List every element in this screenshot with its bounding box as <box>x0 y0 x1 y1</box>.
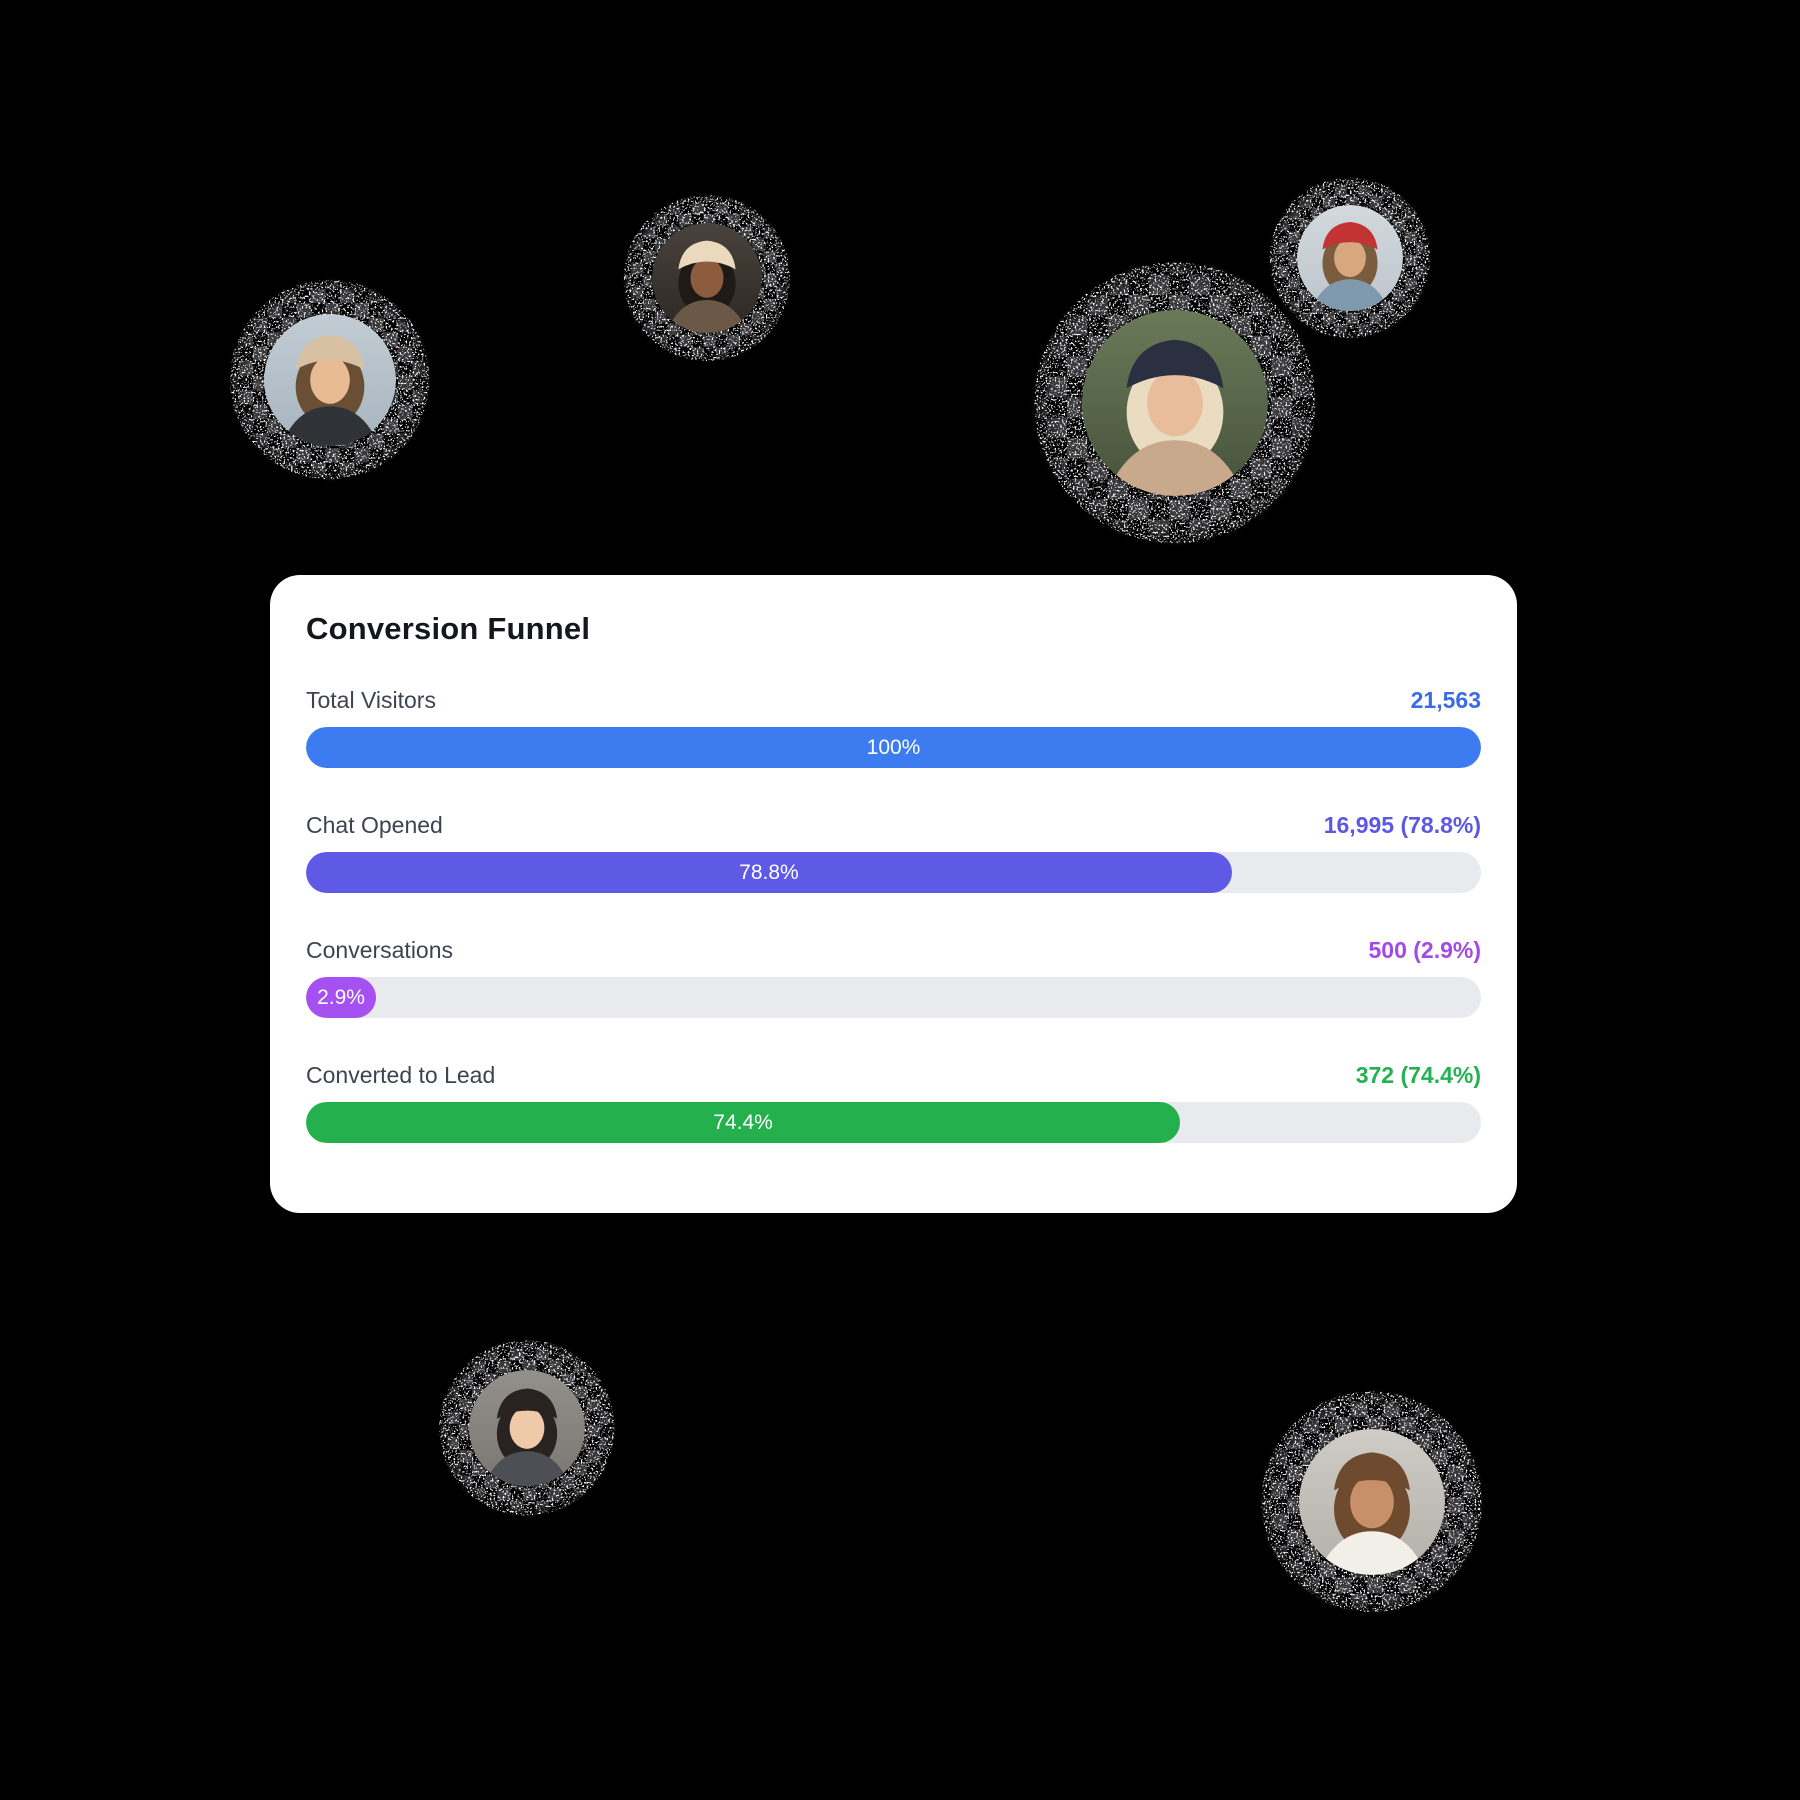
stage-label: Total Visitors <box>306 687 436 713</box>
row-head: Chat Opened 16,995 (78.8%) <box>306 812 1481 839</box>
face <box>1147 369 1203 437</box>
progress-percent-label: 2.9% <box>317 985 365 1009</box>
shoulders <box>1309 279 1391 311</box>
avatar-photo <box>468 1369 585 1486</box>
stage-label: Chat Opened <box>306 812 443 838</box>
face <box>1334 238 1366 278</box>
progress-percent-label: 78.8% <box>739 860 799 884</box>
shoulders <box>665 300 749 333</box>
progress-fill: 2.9% <box>306 977 376 1018</box>
progress-track: 78.8% <box>306 852 1481 893</box>
person-illustration <box>1081 309 1268 496</box>
face <box>690 258 724 298</box>
avatar-photo <box>1081 309 1268 496</box>
stage-value: 16,995 (78.8%) <box>1323 812 1481 838</box>
progress-percent-label: 74.4% <box>713 1110 773 1134</box>
stage-label: Converted to Lead <box>306 1062 496 1088</box>
progress-track: 74.4% <box>306 1102 1481 1143</box>
face <box>310 356 350 404</box>
funnel-row-conversations: Conversations 500 (2.9%) 2.9% <box>306 937 1481 1018</box>
person-illustration <box>468 1369 585 1486</box>
shoulders <box>1316 1531 1428 1575</box>
hat <box>496 1388 558 1419</box>
person-illustration <box>652 223 762 333</box>
woman-newsboy-cap-avatar <box>1026 254 1324 552</box>
progress-fill: 100% <box>306 727 1481 768</box>
person-illustration <box>263 313 396 446</box>
hat <box>295 335 365 370</box>
funnel-row-converted-to-lead: Converted to Lead 372 (74.4%) 74.4% <box>306 1062 1481 1143</box>
noise-speckle-ring <box>439 1340 615 1516</box>
hat <box>1322 221 1378 250</box>
stage-value: 21,563 <box>1410 687 1481 713</box>
hat <box>1334 1452 1410 1491</box>
hat <box>1126 339 1224 389</box>
stage-value: 372 (74.4%) <box>1355 1062 1481 1088</box>
stage-value: 500 (2.9%) <box>1368 937 1481 963</box>
progress-fill: 74.4% <box>306 1102 1181 1143</box>
hat <box>678 240 736 270</box>
face <box>509 1407 545 1449</box>
card-title: Conversion Funnel <box>306 611 591 646</box>
noise-speckle-ring <box>1034 262 1316 544</box>
noise-speckle-ring <box>623 194 791 362</box>
progress-track: 2.9% <box>306 977 1481 1018</box>
shoulders <box>279 406 381 446</box>
shoulders <box>1104 440 1246 496</box>
avatar-photo <box>652 223 762 333</box>
avatar-photo <box>263 313 396 446</box>
woman-straw-hat-avatar <box>619 190 795 366</box>
row-head: Conversations 500 (2.9%) <box>306 937 1481 964</box>
shoulders <box>482 1451 572 1486</box>
man-beige-cap-avatar <box>224 274 436 486</box>
row-head: Converted to Lead 372 (74.4%) <box>306 1062 1481 1089</box>
progress-track: 100% <box>306 727 1481 768</box>
person-illustration <box>1298 1428 1445 1575</box>
conversion-funnel-card: Conversion Funnel Total Visitors 21,563 … <box>270 575 1517 1213</box>
man-dreadlocks-avatar <box>1255 1385 1489 1619</box>
woman-dark-hair-avatar <box>434 1335 620 1521</box>
stage-label: Conversations <box>306 937 454 963</box>
funnel-row-chat-opened: Chat Opened 16,995 (78.8%) 78.8% <box>306 812 1481 893</box>
progress-percent-label: 100% <box>866 735 921 759</box>
face <box>1350 1475 1394 1529</box>
noise-speckle-ring <box>1261 1391 1483 1613</box>
noise-speckle-ring <box>230 280 430 480</box>
avatar-photo <box>1298 1428 1445 1575</box>
progress-fill: 78.8% <box>306 852 1232 893</box>
row-head: Total Visitors 21,563 <box>306 687 1481 714</box>
funnel-row-total-visitors: Total Visitors 21,563 100% <box>306 687 1481 768</box>
